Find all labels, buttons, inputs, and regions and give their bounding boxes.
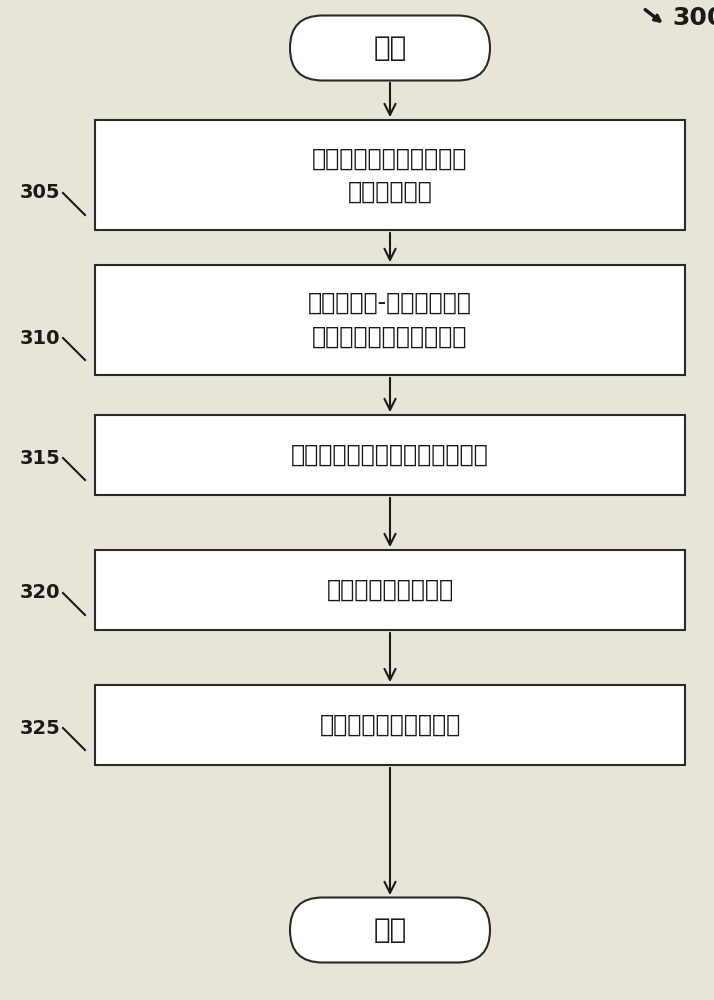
Text: 结束: 结束	[373, 916, 407, 944]
Text: 计算质子密度脂肪分数: 计算质子密度脂肪分数	[319, 713, 461, 737]
FancyBboxPatch shape	[95, 120, 685, 230]
FancyBboxPatch shape	[95, 550, 685, 630]
Text: 确定来自所有回波的信号的量値: 确定来自所有回波的信号的量値	[291, 443, 489, 467]
Text: 300: 300	[672, 6, 714, 30]
Text: 确定对于水和脂肪信号量
的初始猜测値: 确定对于水和脂肪信号量 的初始猜测値	[312, 146, 468, 204]
Text: 315: 315	[19, 448, 60, 468]
FancyBboxPatch shape	[290, 898, 490, 962]
Text: 325: 325	[19, 718, 60, 738]
FancyBboxPatch shape	[95, 415, 685, 495]
FancyBboxPatch shape	[95, 685, 685, 765]
Text: 310: 310	[19, 328, 60, 348]
Text: 确定对于水-脂肪混合物的
横向弛豫率的初始猜测値: 确定对于水-脂肪混合物的 横向弛豫率的初始猜测値	[308, 291, 472, 349]
Text: 320: 320	[19, 584, 60, 602]
FancyBboxPatch shape	[95, 265, 685, 375]
Text: 305: 305	[19, 184, 60, 202]
Text: 开始: 开始	[373, 34, 407, 62]
Text: 执行非线性拟合算法: 执行非线性拟合算法	[326, 578, 453, 602]
FancyBboxPatch shape	[290, 15, 490, 81]
